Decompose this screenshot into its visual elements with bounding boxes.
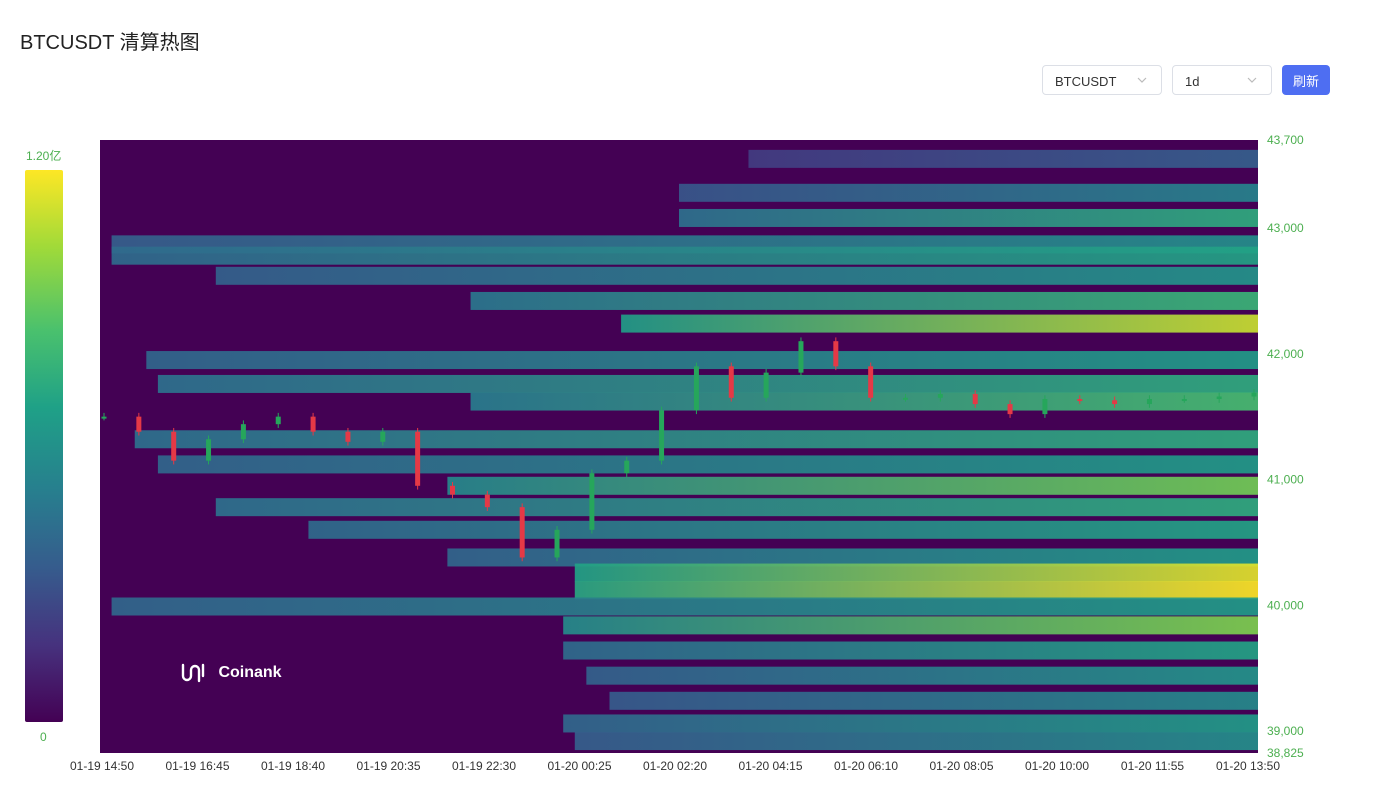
candle-body (554, 529, 560, 558)
y-axis-tick-label: 40,000 (1267, 598, 1304, 612)
x-axis-tick-label: 01-19 18:40 (261, 759, 325, 773)
candle-body (1251, 392, 1257, 397)
heatmap-band (157, 455, 1258, 474)
heatmap-band (215, 498, 1258, 517)
candle-body (659, 410, 665, 461)
heatmap-band (470, 392, 1258, 411)
candle-body (275, 416, 281, 425)
x-axis-tick-label: 01-20 02:20 (643, 759, 707, 773)
candle-body (624, 460, 630, 474)
x-axis-tick-label: 01-20 08:05 (929, 759, 993, 773)
candle-body (693, 366, 699, 411)
candle-body (903, 397, 909, 400)
refresh-button[interactable]: 刷新 (1282, 65, 1330, 95)
candle-body (310, 416, 316, 432)
heatmap-band (574, 563, 1258, 582)
color-scale-max-label: 1.20亿 (26, 149, 62, 163)
candle-body (1181, 399, 1187, 402)
x-axis-tick-label: 01-19 20:35 (356, 759, 420, 773)
candle-body (763, 372, 769, 398)
heatmap-band (447, 548, 1258, 567)
candle-body (1216, 396, 1222, 400)
candle-body (1077, 399, 1083, 402)
heatmap-band (157, 374, 1258, 393)
candle-body (833, 341, 839, 367)
x-axis-tick-label: 01-20 10:00 (1025, 759, 1089, 773)
heatmap-band (574, 581, 1258, 600)
symbol-select-value: BTCUSDT (1055, 74, 1117, 89)
y-axis-tick-label: 43,000 (1267, 221, 1304, 235)
watermark: Coinank (180, 662, 282, 684)
candle-body (415, 431, 421, 486)
heatmap-band (563, 616, 1258, 635)
x-axis-tick-label: 01-19 16:45 (165, 759, 229, 773)
heatmap-band (679, 183, 1258, 202)
chevron-down-icon (1137, 77, 1147, 83)
x-axis-tick-label: 01-20 13:50 (1216, 759, 1280, 773)
candle-body (1146, 399, 1152, 405)
coinank-logo-icon (181, 663, 205, 683)
y-axis-tick-label: 38,825 (1267, 746, 1304, 760)
candle-body (972, 394, 978, 405)
chevron-down-icon (1247, 77, 1257, 83)
candle-body (136, 416, 142, 432)
heatmap-band (111, 597, 1259, 616)
candle-body (1112, 400, 1118, 405)
candle-body (589, 473, 595, 530)
x-axis-tick-label: 01-19 22:30 (452, 759, 516, 773)
heatmap-band (586, 666, 1258, 685)
x-axis-tick-label: 01-20 11:55 (1121, 759, 1184, 773)
candle-body (240, 424, 246, 440)
y-axis-tick-label: 39,000 (1267, 724, 1304, 738)
heatmap-band (748, 149, 1258, 168)
x-axis-tick-label: 01-20 06:10 (834, 759, 898, 773)
candle-body (449, 485, 455, 495)
candle-body (937, 394, 943, 398)
watermark-text: Coinank (218, 664, 282, 682)
candle-body (380, 431, 386, 442)
x-axis-tick-label: 01-20 00:25 (547, 759, 611, 773)
candle-body (206, 439, 212, 461)
heatmap-band (574, 732, 1258, 751)
heatmap-band (308, 520, 1258, 539)
heatmap-band (470, 291, 1258, 310)
heatmap-band (146, 351, 1258, 370)
candle-body (519, 507, 525, 558)
interval-select-value: 1d (1185, 74, 1200, 89)
candle-body (868, 366, 874, 398)
heatmap-band (447, 476, 1258, 495)
x-axis-tick-label: 01-19 14:50 (70, 759, 134, 773)
heatmap-band (111, 246, 1259, 265)
color-scale-legend: 1.20亿 0 (18, 140, 78, 750)
y-axis-tick-label: 41,000 (1267, 473, 1304, 487)
y-axis-tick-label: 43,700 (1267, 133, 1304, 147)
candle-body (171, 431, 177, 461)
heatmap-band (134, 430, 1259, 449)
heatmap-band (563, 641, 1258, 660)
heatmap-band (215, 266, 1258, 285)
interval-select[interactable]: 1d (1172, 65, 1272, 95)
color-scale-bar (25, 170, 63, 722)
heatmap-band (679, 208, 1258, 227)
x-axis-tick-label: 01-20 04:15 (738, 759, 802, 773)
candle-body (484, 494, 490, 508)
color-scale-min-label: 0 (40, 730, 47, 744)
heatmap-band (609, 691, 1258, 710)
page-title: BTCUSDT 清算热图 (20, 32, 200, 54)
symbol-select[interactable]: BTCUSDT (1042, 65, 1162, 95)
candle-body (1007, 404, 1013, 415)
candle-body (728, 366, 734, 398)
heatmap-band (621, 314, 1258, 333)
y-axis-tick-label: 42,000 (1267, 347, 1304, 361)
toolbar: BTCUSDT 1d 刷新 (0, 65, 1392, 97)
candle-body (798, 341, 804, 373)
candle-body (345, 431, 351, 442)
heatmap-band (563, 714, 1258, 733)
candle-body (101, 416, 107, 419)
candle-body (1042, 399, 1048, 415)
